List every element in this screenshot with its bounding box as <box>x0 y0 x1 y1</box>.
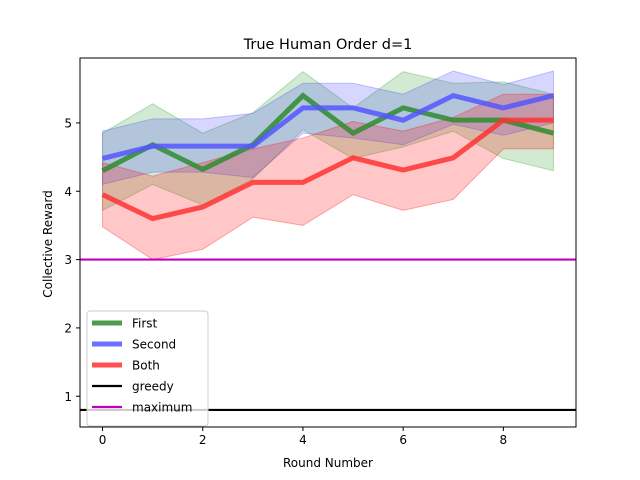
chart-title: True Human Order d=1 <box>243 37 413 53</box>
line-first <box>101 92 555 173</box>
x-tick-label: 0 <box>99 433 107 447</box>
y-axis-ticks: 1 2 3 4 5 <box>64 116 80 404</box>
axes-frame <box>79 57 577 428</box>
x-tick-label: 6 <box>399 433 407 447</box>
y-tick-label: 4 <box>64 185 72 199</box>
y-tick-label: 1 <box>64 390 72 404</box>
x-axis-ticks: 0 2 4 6 8 <box>99 427 507 447</box>
series-lines <box>101 92 555 222</box>
band-both <box>102 93 554 261</box>
legend-label-greedy: greedy <box>132 380 174 394</box>
x-tick-label: 4 <box>299 433 307 447</box>
y-axis-label: Collective Reward <box>41 190 55 297</box>
legend: First Second Both greedy maximum <box>86 310 209 427</box>
y-tick-label: 3 <box>64 253 72 267</box>
legend-label-maximum: maximum <box>132 401 192 415</box>
x-tick-label: 2 <box>199 433 207 447</box>
legend-label-first: First <box>132 317 158 331</box>
y-tick-label: 2 <box>64 321 72 335</box>
x-axis-label: Round Number <box>283 456 373 470</box>
legend-label-both: Both <box>132 359 160 373</box>
legend-box <box>86 310 209 427</box>
x-tick-label: 8 <box>500 433 508 447</box>
y-tick-label: 5 <box>64 116 72 130</box>
line-both <box>101 117 554 222</box>
line-second <box>101 92 555 161</box>
legend-label-second: Second <box>132 338 176 352</box>
